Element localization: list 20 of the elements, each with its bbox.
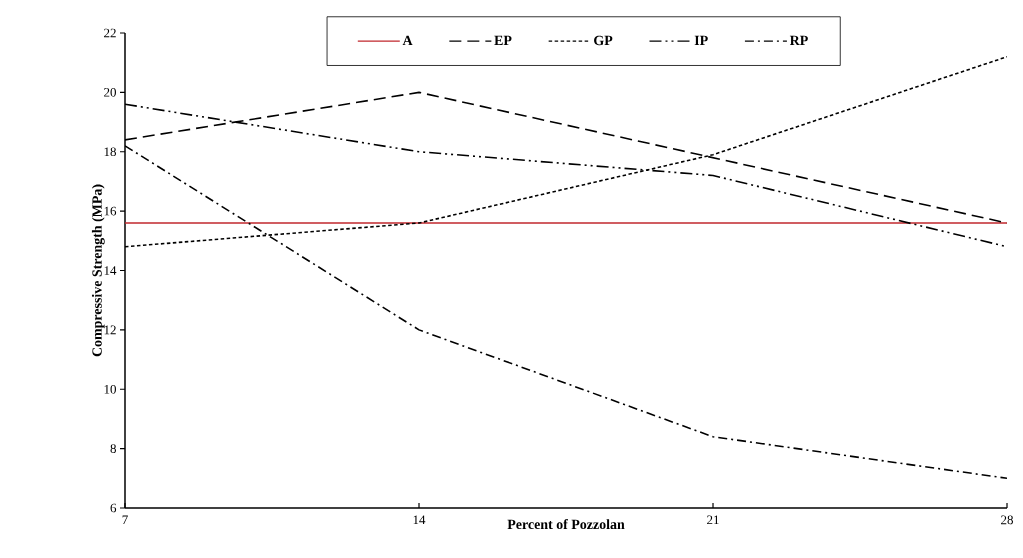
x-axis-title: Percent of Pozzolan xyxy=(507,519,625,530)
y-axis-title: Compressive Strength (MPa) xyxy=(91,184,105,357)
y-tick-label: 6 xyxy=(110,503,117,513)
y-tick-label: 20 xyxy=(104,88,116,97)
y-tick-label: 14 xyxy=(104,266,117,275)
y-tick-label: 8 xyxy=(110,444,116,453)
y-tick-label: 18 xyxy=(104,147,116,157)
x-tick-label: 7 xyxy=(122,515,128,524)
legend-label: IP xyxy=(694,35,708,45)
y-tick-label: 10 xyxy=(104,384,116,394)
legend-label: GP xyxy=(594,35,613,46)
x-tick-label: 21 xyxy=(707,515,719,525)
legend-label: EP xyxy=(494,35,512,45)
x-tick-label: 28 xyxy=(1001,515,1013,525)
x-tick-label: 14 xyxy=(413,515,426,525)
legend-label: RP xyxy=(789,35,808,45)
y-tick-label: 12 xyxy=(104,325,116,335)
y-tick-label: 22 xyxy=(104,28,116,38)
legend-label: A xyxy=(402,35,413,45)
y-tick-label: 16 xyxy=(104,206,117,216)
